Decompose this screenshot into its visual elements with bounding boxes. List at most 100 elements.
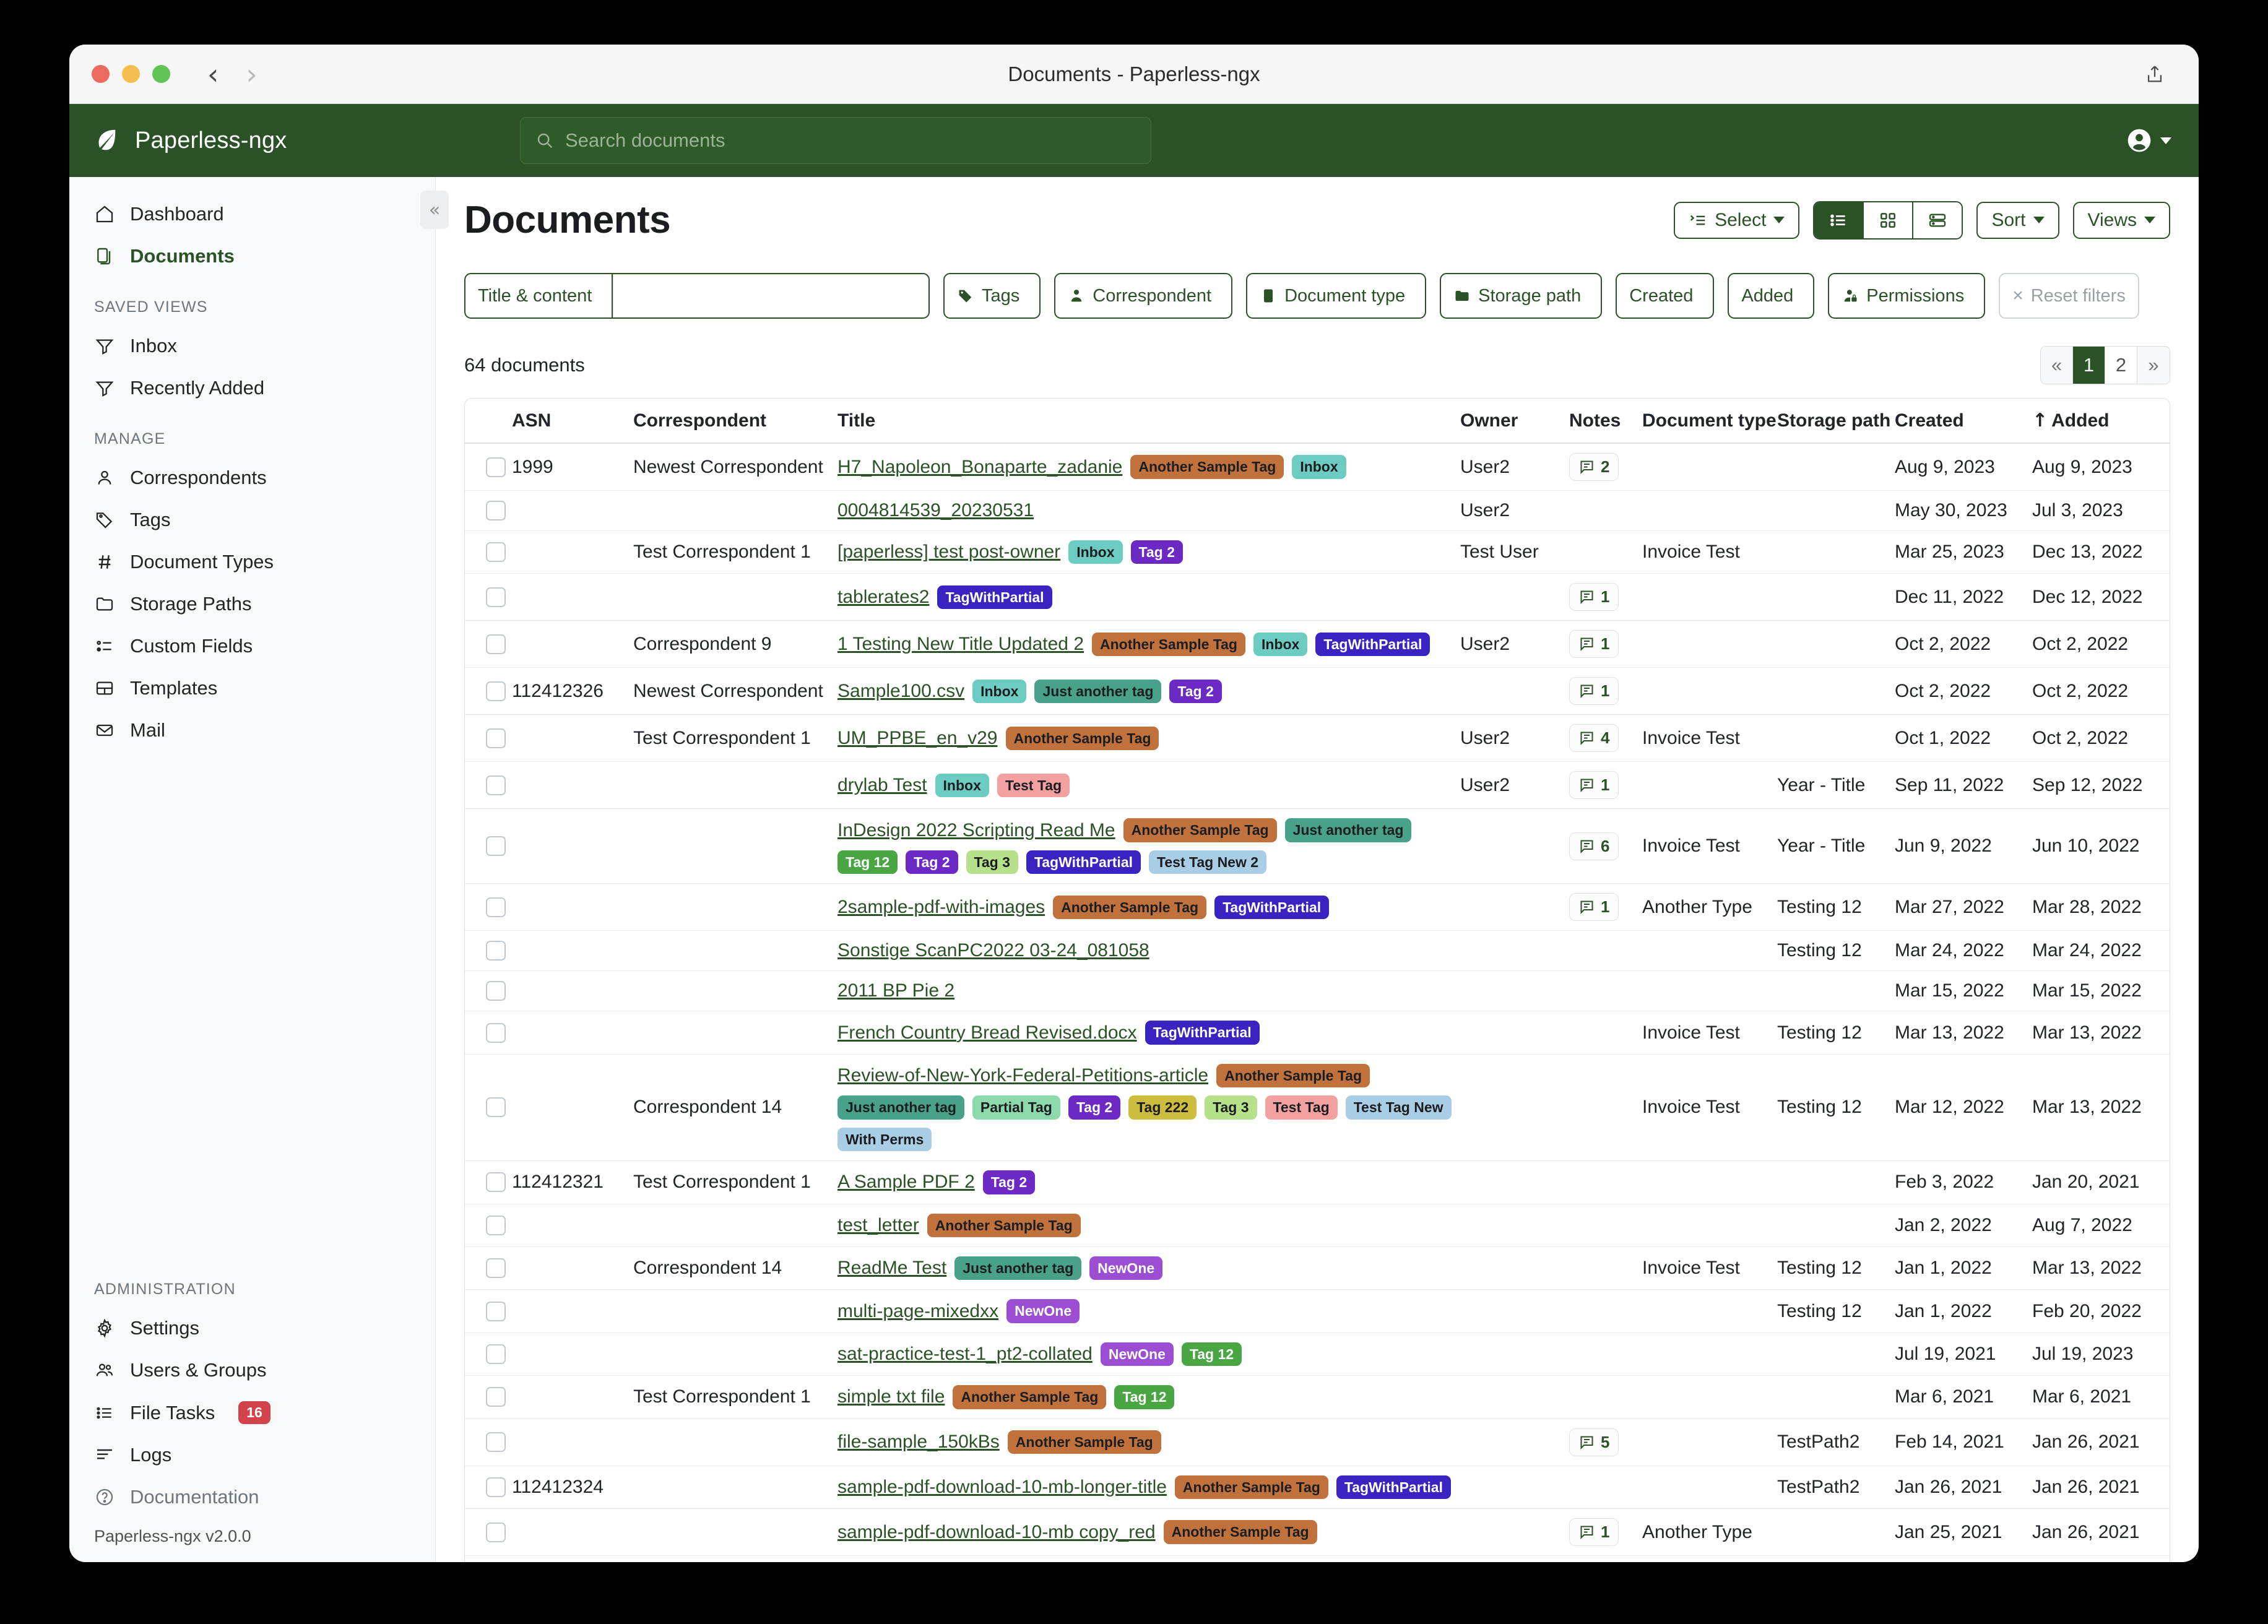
table-row[interactable]: Sonstige ScanPC2022 03-24_081058 Testing … — [465, 931, 2170, 971]
document-title-link[interactable]: tablerates2 — [838, 586, 930, 607]
table-row[interactable]: sat-practice-test-1_pt2-collated NewOne Ta… — [465, 1332, 2170, 1376]
table-row[interactable]: Correspondent 14 ReadMe Test Just another … — [465, 1246, 2170, 1290]
tag-badge[interactable]: With Perms — [838, 1127, 932, 1152]
tag-badge[interactable]: Another Sample Tag — [1130, 455, 1284, 479]
filter-document-type-button[interactable]: Document type — [1246, 273, 1427, 319]
tag-badge[interactable]: Tag 12 — [1114, 1385, 1175, 1409]
table-row[interactable]: 112412321 Test Correspondent 1 A Sample PD… — [465, 1161, 2170, 1204]
document-title-link[interactable]: A Sample PDF 2 — [838, 1172, 975, 1193]
row-checkbox-cell[interactable] — [465, 1419, 512, 1466]
sidebar-item-recently-added[interactable]: Recently Added — [69, 367, 435, 409]
tag-badge[interactable]: Another Sample Tag — [1216, 1063, 1370, 1088]
column-header-document-type[interactable]: Document type — [1642, 410, 1777, 431]
sidebar-item-dashboard[interactable]: Dashboard — [69, 193, 435, 235]
sidebar-item-users-groups[interactable]: Users & Groups — [69, 1349, 435, 1391]
sidebar-item-settings[interactable]: Settings — [69, 1307, 435, 1349]
sidebar-item-tags[interactable]: Tags — [69, 499, 435, 541]
sidebar-item-custom-fields[interactable]: Custom Fields — [69, 625, 435, 667]
row-checkbox-cell[interactable] — [465, 531, 512, 574]
tag-badge[interactable]: Inbox — [1292, 455, 1346, 479]
views-button[interactable]: Views — [2072, 201, 2170, 239]
column-header-added[interactable]: ↑ Added — [2032, 399, 2170, 443]
tag-badge[interactable]: Inbox — [972, 679, 1027, 704]
tag-badge[interactable]: TagWithPartial — [1336, 1475, 1451, 1500]
row-checkbox[interactable] — [486, 1387, 506, 1407]
sort-button[interactable]: Sort — [1976, 201, 2059, 239]
list-view-button[interactable] — [1814, 202, 1864, 238]
select-button[interactable]: Select — [1674, 201, 1800, 239]
tag-badge[interactable]: Just another tag — [838, 1095, 964, 1120]
column-header-correspondent[interactable]: Correspondent — [633, 410, 767, 431]
document-title-link[interactable]: sample-pdf-download-10-mb copy_red — [838, 1521, 1156, 1542]
document-title-link[interactable]: 2011 BP Pie 2 — [838, 980, 955, 1001]
row-checkbox[interactable] — [486, 1097, 506, 1118]
table-row[interactable]: 112412326 Newest Correspondent Sample100.c… — [465, 668, 2170, 715]
row-checkbox-cell[interactable] — [465, 491, 512, 531]
row-checkbox[interactable] — [486, 1172, 506, 1193]
column-header-notes[interactable]: Notes — [1569, 410, 1621, 431]
pagination-last[interactable]: » — [2137, 347, 2170, 384]
table-row[interactable]: test_letter Another Sample Tag Jan 2, 2022… — [465, 1204, 2170, 1247]
sidebar-item-mail[interactable]: Mail — [69, 709, 435, 751]
maximize-window-button[interactable] — [152, 65, 170, 83]
row-checkbox-cell[interactable] — [465, 574, 512, 621]
row-checkbox[interactable] — [486, 981, 506, 1001]
row-checkbox-cell[interactable] — [465, 1466, 512, 1508]
row-checkbox-cell[interactable] — [465, 809, 512, 884]
row-checkbox-cell[interactable] — [465, 1556, 512, 1562]
chevron-right-icon[interactable]: › — [246, 57, 258, 91]
tag-badge[interactable]: Tag 3 — [1205, 1095, 1257, 1120]
row-checkbox-cell[interactable] — [465, 443, 512, 491]
document-title-link[interactable]: file-sample_150kBs — [838, 1432, 1000, 1453]
row-checkbox[interactable] — [486, 1215, 506, 1235]
row-checkbox[interactable] — [486, 775, 506, 795]
tag-badge[interactable]: Tag 3 — [966, 850, 1018, 875]
tag-badge[interactable]: NewOne — [1100, 1342, 1174, 1367]
table-row[interactable]: 2sample-pdf-with-images Another Sample Ta… — [465, 884, 2170, 931]
row-checkbox-cell[interactable] — [465, 1204, 512, 1246]
tag-badge[interactable]: Just another tag — [1034, 679, 1162, 704]
row-checkbox-cell[interactable] — [465, 621, 512, 668]
row-checkbox[interactable] — [486, 542, 506, 563]
document-title-link[interactable]: sample-pdf-download-10-mb-longer-title — [838, 1476, 1167, 1497]
tag-badge[interactable]: Partial Tag — [972, 1095, 1060, 1120]
document-title-link[interactable]: H7_Napoleon_Bonaparte_zadanie — [838, 456, 1123, 477]
notes-count-pill[interactable]: 1 — [1569, 630, 1619, 659]
row-checkbox[interactable] — [486, 836, 506, 857]
sidebar-item-logs[interactable]: Logs — [69, 1434, 435, 1476]
title-content-input[interactable] — [612, 274, 928, 317]
table-row[interactable]: 0004814539_20230531 User2 May 30, 2023 Jul … — [465, 491, 2170, 531]
document-title-link[interactable]: 0004814539_20230531 — [838, 500, 1034, 520]
row-checkbox-cell[interactable] — [465, 715, 512, 762]
table-row[interactable]: 2011 BP Pie 2 Mar 15, 2022 Mar 15, 2022 — [465, 971, 2170, 1011]
tag-badge[interactable]: TagWithPartial — [1026, 850, 1141, 875]
document-title-link[interactable]: sat-practice-test-1_pt2-collated — [838, 1344, 1093, 1365]
tag-badge[interactable]: Tag 2 — [1068, 1095, 1121, 1120]
sidebar-item-storage-paths[interactable]: Storage Paths — [69, 583, 435, 625]
tag-badge[interactable]: Just another tag — [954, 1256, 1082, 1281]
column-header-storage-path[interactable]: Storage path — [1777, 410, 1891, 431]
account-menu[interactable] — [2126, 127, 2171, 154]
tag-badge[interactable]: Inbox — [1068, 540, 1123, 564]
table-row[interactable]: Test Correspondent 1 [paperless] test pos… — [465, 531, 2170, 574]
tag-badge[interactable]: Inbox — [935, 773, 989, 798]
filter-tags-button[interactable]: Tags — [943, 273, 1041, 319]
tag-badge[interactable]: Test Tag — [997, 773, 1070, 798]
notes-count-pill[interactable]: 1 — [1569, 771, 1619, 800]
row-checkbox-cell[interactable] — [465, 1376, 512, 1419]
column-header-created[interactable]: Created — [1895, 410, 1964, 431]
table-row[interactable]: file-sample_150kBs Another Sample Tag 5 Tes… — [465, 1419, 2170, 1466]
table-row[interactable]: Correspondent 9 1 Testing New Title Updat… — [465, 621, 2170, 668]
sidebar-item-file-tasks[interactable]: File Tasks 16 — [69, 1391, 435, 1434]
row-checkbox-cell[interactable] — [465, 1161, 512, 1204]
row-checkbox-cell[interactable] — [465, 762, 512, 809]
document-title-link[interactable]: drylab Test — [838, 774, 927, 795]
filter-correspondent-button[interactable]: Correspondent — [1054, 273, 1233, 319]
table-row[interactable]: Test Correspondent 1 UM_PPBE_en_v29 Anothe… — [465, 715, 2170, 762]
chevron-left-icon[interactable]: ‹ — [207, 57, 219, 91]
tag-badge[interactable]: Another Sample Tag — [1053, 895, 1207, 920]
row-checkbox[interactable] — [486, 634, 506, 654]
document-title-link[interactable]: French Country Bread Revised.docx — [838, 1022, 1137, 1043]
select-all-header[interactable] — [465, 399, 512, 443]
document-title-link[interactable]: Sample100.csv — [838, 680, 965, 701]
